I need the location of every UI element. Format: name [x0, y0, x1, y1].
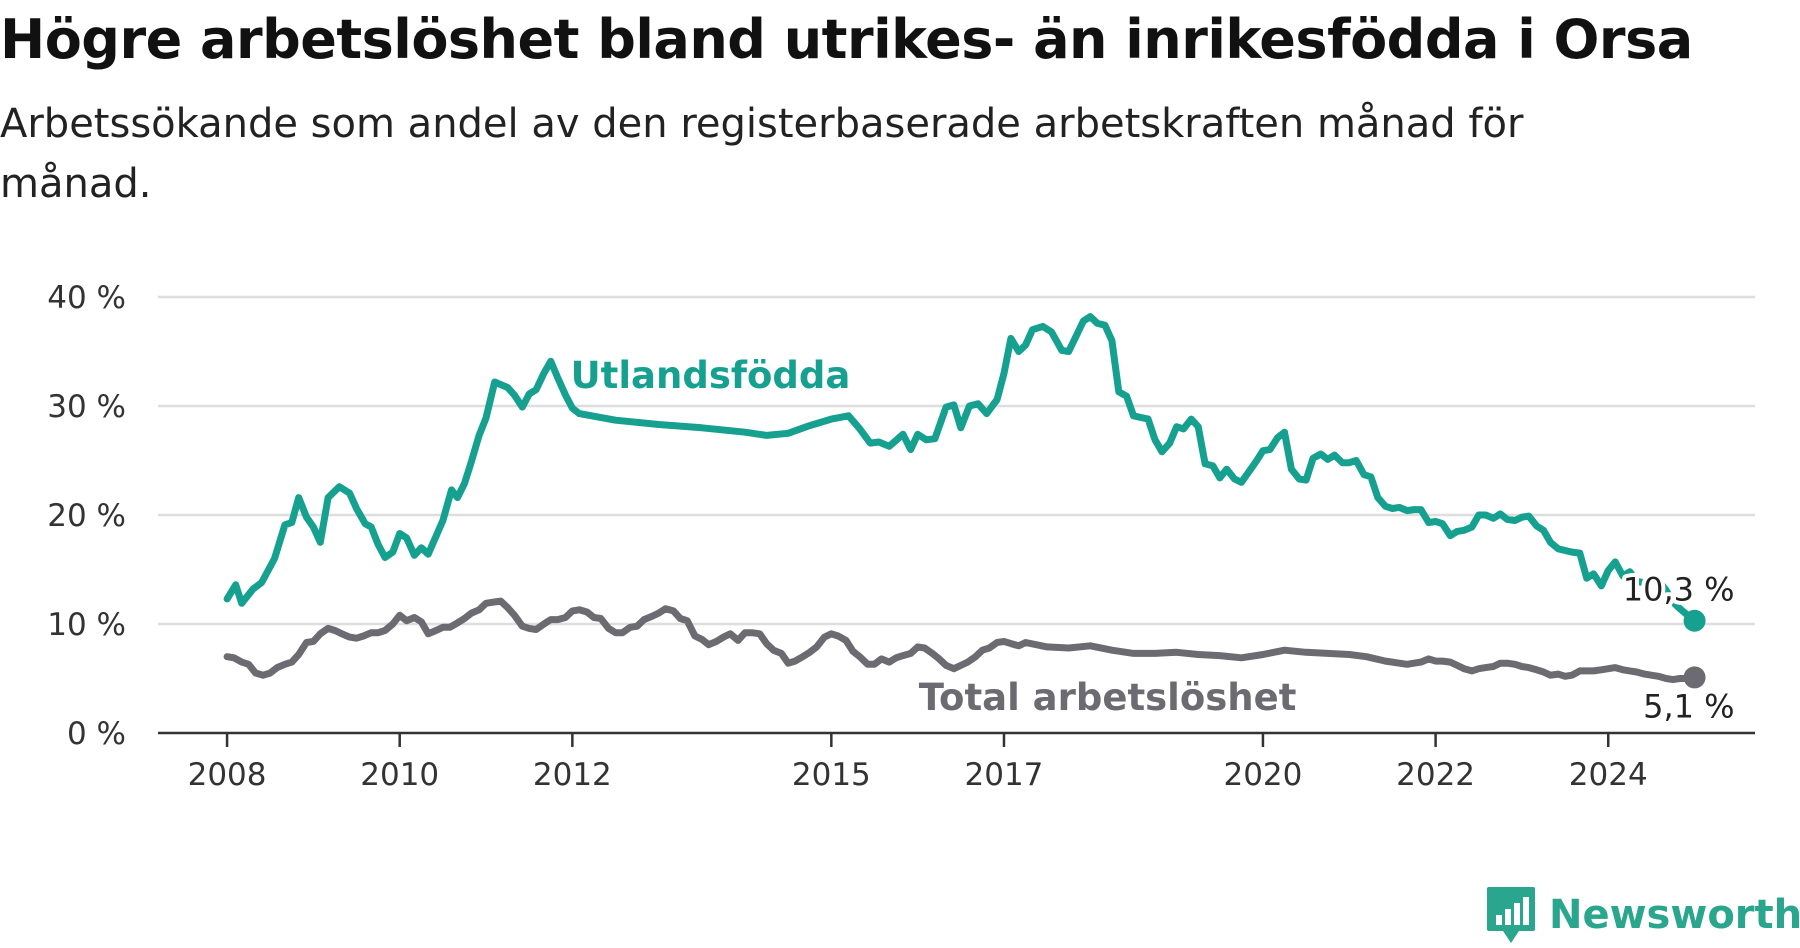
- series-lines: [223, 313, 1699, 684]
- x-tick-label: 2022: [1396, 757, 1475, 793]
- x-tick-label: 2010: [360, 757, 439, 793]
- x-tick-label: 2020: [1223, 757, 1302, 793]
- series-label: Utlandsfödda: [571, 354, 851, 397]
- series-line-1: [223, 597, 1699, 684]
- series-label-halo: Utlandsfödda: [571, 354, 851, 397]
- end-value-label: 5,1 %: [1643, 687, 1734, 725]
- y-tick-label: 20 %: [47, 498, 126, 534]
- x-tick-label: 2017: [965, 757, 1044, 793]
- x-tick-label: 2015: [792, 757, 871, 793]
- end-value-label-halo: 10,3 %: [1623, 571, 1735, 609]
- y-axis: 0 % 10 % 20 % 30 % 40 %: [47, 280, 126, 752]
- series-label: Total arbetslöshet: [919, 676, 1297, 719]
- series-end-point: [1683, 609, 1706, 632]
- y-tick-label: 40 %: [47, 280, 126, 316]
- chart-title: Högre arbetslöshet bland utrikes- än inr…: [0, 8, 1693, 71]
- end-value-label: 10,3 %: [1623, 571, 1735, 609]
- grid-lines: [158, 295, 1755, 626]
- chart-subtitle: Arbetssökande som andel av den registerb…: [0, 101, 1524, 207]
- newsworthy-logo: Newsworthy: [1485, 884, 1800, 946]
- x-tick-label: 2012: [533, 757, 612, 793]
- series-label-halo: Total arbetslöshet: [919, 676, 1297, 719]
- newsworthy-logo-text: Newsworthy: [1549, 892, 1800, 938]
- end-points: 10,3 %10,3 %5,1 %5,1 %: [1619, 567, 1739, 730]
- y-tick-label: 30 %: [47, 389, 126, 425]
- y-tick-label: 0 %: [67, 716, 126, 752]
- x-tick-label: 2024: [1569, 757, 1648, 793]
- x-axis: 2008 2010 2012 2015 2017 2020 2022 2024: [188, 733, 1648, 793]
- x-tick-label: 2008: [188, 757, 267, 793]
- series-end-point: [1683, 666, 1706, 689]
- y-tick-label: 10 %: [47, 607, 126, 643]
- end-value-label-halo: 5,1 %: [1643, 687, 1734, 725]
- newsworthy-logo-icon: [1487, 887, 1535, 943]
- series-line-0: [223, 313, 1699, 625]
